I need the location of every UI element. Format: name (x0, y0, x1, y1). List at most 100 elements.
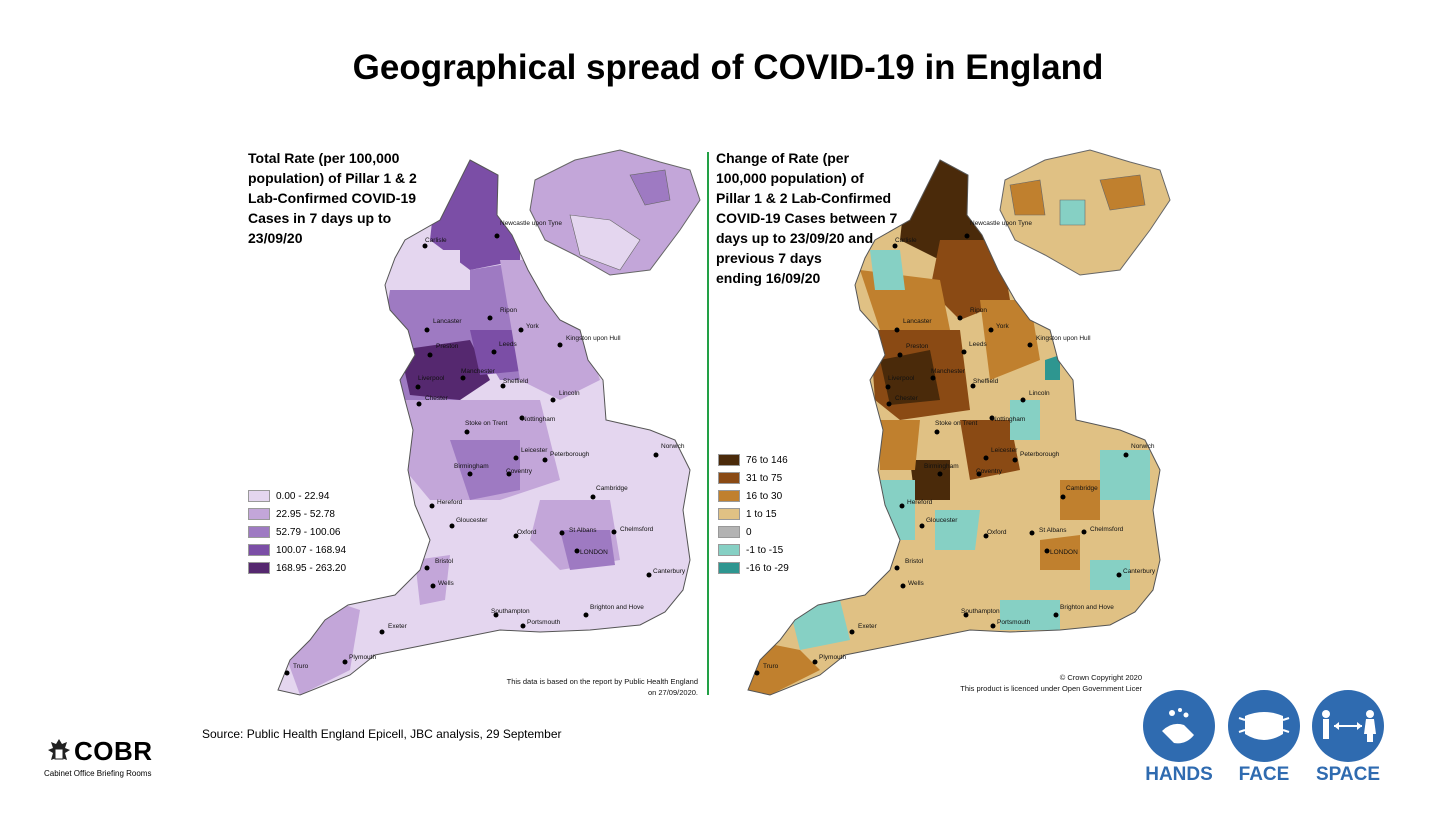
city-marker (574, 548, 580, 554)
legend-label: -16 to -29 (746, 562, 789, 574)
map-divider (707, 152, 709, 695)
city-label: Carlisle (425, 237, 447, 244)
city-marker (491, 349, 497, 355)
city-marker (885, 384, 891, 390)
legend-swatch (718, 472, 740, 484)
city-label: Cambridge (596, 485, 628, 492)
city-marker (430, 583, 436, 589)
city-marker (590, 494, 596, 500)
left-map-note: This data is based on the report by Publ… (506, 677, 698, 697)
legend-swatch (718, 490, 740, 502)
city-label: Stoke on Trent (935, 420, 977, 427)
city-marker (894, 327, 900, 333)
city-label: Oxford (987, 529, 1007, 536)
city-marker (513, 533, 519, 539)
legend-swatch (718, 508, 740, 520)
legend-swatch (248, 526, 270, 538)
city-label: Plymouth (349, 654, 376, 661)
city-label: St Albans (569, 527, 597, 534)
cobr-logo: COBR Cabinet Office Briefing Rooms (44, 736, 153, 778)
city-label: Leeds (969, 341, 987, 348)
legend-swatch (718, 544, 740, 556)
city-label: Canterbury (653, 568, 686, 575)
legend-item: -1 to -15 (718, 541, 789, 559)
city-marker (1081, 529, 1087, 535)
face-badge: FACE (1228, 690, 1300, 786)
city-marker (1029, 530, 1035, 536)
city-label: Exeter (858, 623, 878, 630)
city-marker (754, 670, 760, 676)
city-label: Southampton (491, 608, 530, 615)
city-label: Plymouth (819, 654, 846, 661)
city-label: Gloucester (456, 517, 488, 524)
legend-item: 31 to 75 (718, 469, 789, 487)
city-label: Peterborough (1020, 451, 1060, 458)
city-marker (513, 455, 519, 461)
city-label: Birmingham (924, 463, 959, 470)
city-marker (464, 429, 470, 435)
cobr-wordmark: COBR (74, 736, 153, 766)
legend-label: 0 (746, 526, 752, 538)
city-label: Nottingham (992, 416, 1025, 423)
city-label: Liverpool (888, 375, 915, 382)
city-label: Chelmsford (620, 526, 654, 533)
face-mask-icon (1238, 712, 1290, 740)
city-label: Liverpool (418, 375, 445, 382)
legend-item: 76 to 146 (718, 451, 789, 469)
city-marker (976, 471, 982, 477)
city-label: Brighton and Hove (1060, 604, 1114, 611)
city-label: Ripon (500, 307, 517, 314)
city-marker (990, 623, 996, 629)
city-label: Oxford (517, 529, 537, 536)
left-city-markers: Newcastle upon Tyne Carlisle Lancaster Ripo… (284, 220, 686, 676)
legend-label: 52.79 - 100.06 (276, 526, 341, 538)
right-map-legend: 76 to 146 31 to 75 16 to 30 1 to 15 0 -1 to -… (718, 451, 789, 577)
legend-item: 22.95 - 52.78 (248, 505, 346, 523)
city-marker (519, 415, 525, 421)
city-marker (849, 629, 855, 635)
city-marker (494, 233, 500, 239)
legend-item: 0 (718, 523, 789, 541)
city-label: Birmingham (454, 463, 489, 470)
city-label: Bristol (905, 558, 924, 565)
legend-item: 16 to 30 (718, 487, 789, 505)
social-distance-icon (1322, 710, 1376, 742)
city-label: Lincoln (1029, 390, 1050, 397)
city-label: Kingston upon Hull (566, 335, 621, 342)
city-marker (1020, 397, 1026, 403)
city-label: Truro (293, 663, 309, 670)
face-label: FACE (1238, 764, 1290, 785)
city-marker (886, 401, 892, 407)
city-marker (583, 612, 589, 618)
cobr-subtitle: Cabinet Office Briefing Rooms (44, 769, 152, 778)
city-label: Lincoln (559, 390, 580, 397)
city-marker (1044, 548, 1050, 554)
legend-swatch (248, 544, 270, 556)
city-marker (460, 375, 466, 381)
city-marker (1027, 342, 1033, 348)
legend-swatch (718, 454, 740, 466)
legend-label: 22.95 - 52.78 (276, 508, 335, 520)
hands-badge: HANDS (1143, 690, 1215, 786)
legend-item: 168.95 - 263.20 (248, 559, 346, 577)
city-label: Cambridge (1066, 485, 1098, 492)
city-label: Gloucester (926, 517, 958, 524)
city-marker (1116, 572, 1122, 578)
city-marker (963, 612, 969, 618)
city-marker (934, 429, 940, 435)
legend-label: 16 to 30 (746, 490, 783, 502)
city-label: Brighton and Hove (590, 604, 644, 611)
legend-item: 0.00 - 22.94 (248, 487, 346, 505)
city-label: LONDON (580, 549, 608, 556)
city-label: Norwich (1131, 443, 1155, 450)
city-marker (988, 327, 994, 333)
city-marker (415, 384, 421, 390)
city-marker (542, 457, 548, 463)
city-label: Leeds (499, 341, 517, 348)
city-marker (892, 243, 898, 249)
right-city-markers: Newcastle upon Tyne Carlisle Lancaster Ripo… (754, 220, 1156, 676)
right-change-map: Newcastle upon Tyne Carlisle Lancaster Ripo… (747, 149, 1171, 696)
city-marker (961, 349, 967, 355)
city-marker (970, 383, 976, 389)
city-marker (964, 233, 970, 239)
